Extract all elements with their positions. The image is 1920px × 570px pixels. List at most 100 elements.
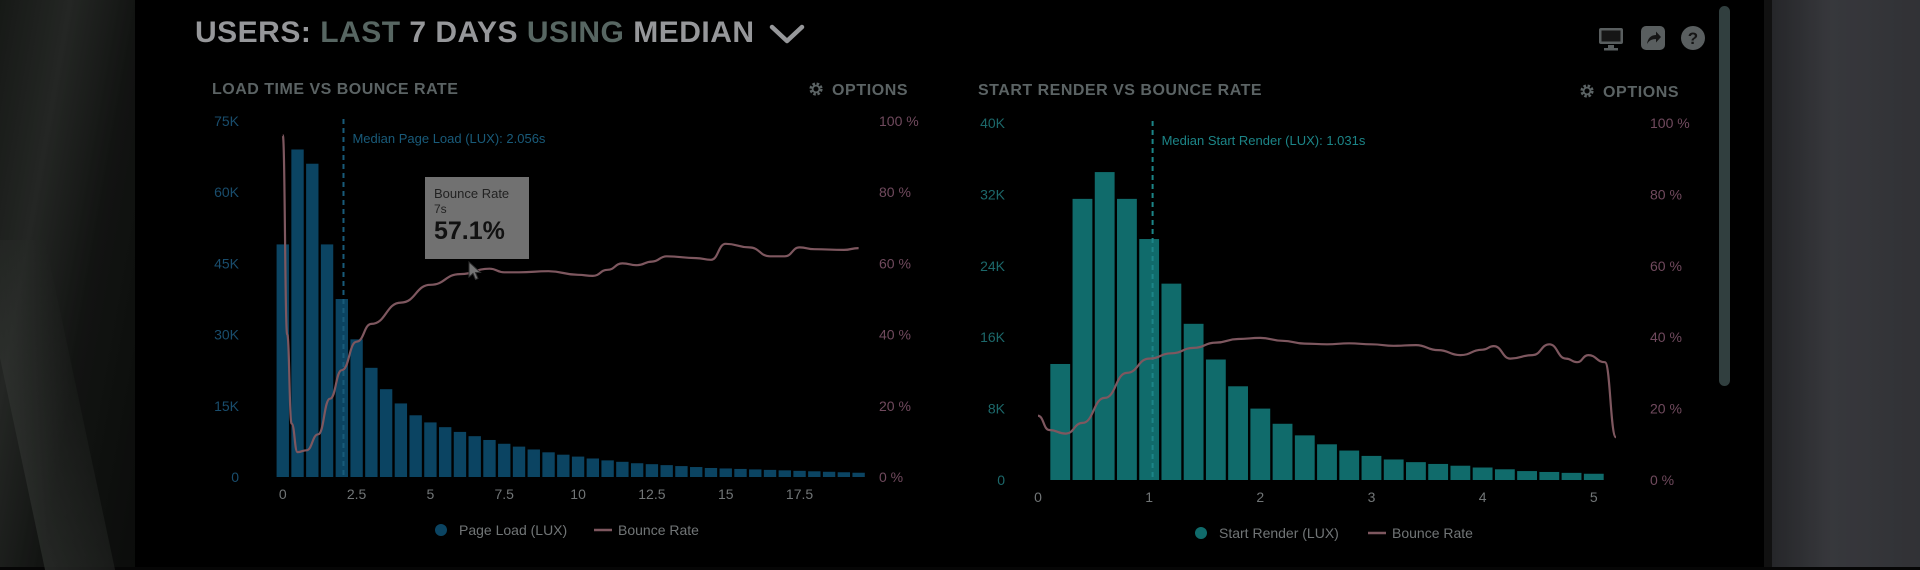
chart1-bar[interactable] [601,460,614,477]
chart1-bar[interactable] [483,439,496,477]
chart2-x-tick: 1 [1145,489,1153,505]
chart2-bar[interactable] [1205,359,1226,480]
chart2-y-right-tick: 80 % [1650,186,1682,202]
chart1-y-left-tick: 0 [231,469,239,485]
chart2-bar[interactable] [1050,363,1071,480]
chart2-bar[interactable] [1561,472,1582,480]
chart1-bar[interactable] [557,454,570,477]
chart2-bar[interactable] [1472,467,1493,480]
chart1-bar[interactable] [527,449,540,477]
chart1-bar[interactable] [645,464,659,477]
scrollbar-thumb[interactable] [1719,6,1730,386]
chart1-bar[interactable] [704,467,718,477]
chart1-bar[interactable] [571,456,585,477]
chart2-bar[interactable] [1339,450,1360,480]
chart2-y-left-tick: 16K [980,329,1006,345]
chart2-bar[interactable] [1383,459,1404,480]
chart2-title: START RENDER VS BOUNCE RATE [978,82,1263,99]
chart2-bar[interactable] [1294,435,1315,480]
chart1-bar[interactable] [365,367,378,477]
chart1-y-left-tick: 45K [214,255,240,271]
chart1-options-button[interactable]: OPTIONS [808,81,908,100]
chart2-bar[interactable] [1094,172,1115,480]
tooltip-x: 7s [434,202,447,216]
chart1-bar[interactable] [453,431,467,477]
chart2-bar[interactable] [1117,198,1137,481]
background-left-plant [0,0,135,567]
chart2-bar[interactable] [1161,283,1182,480]
chart1-bar[interactable] [719,468,732,477]
chart1-bar[interactable] [749,469,762,477]
chart1-bar[interactable] [291,149,304,478]
chart2-y-right-tick: 20 % [1650,401,1682,417]
chart1-bar[interactable] [542,452,555,477]
chart1-bar[interactable] [808,471,821,477]
chart2-options-label: OPTIONS [1603,84,1680,101]
chart1-bar[interactable] [424,422,437,477]
chart2-x-tick: 0 [1034,489,1042,505]
title-metric-selector[interactable]: MEDIAN [633,16,755,49]
chart1-bar[interactable] [350,339,363,477]
chart1-legend-line[interactable]: Bounce Rate [618,522,699,538]
chart1-bar[interactable] [586,458,600,477]
chart1-bar[interactable] [822,471,836,477]
help-icon[interactable]: ? [1680,25,1706,55]
chart1-bar[interactable] [616,461,629,477]
chart1-bar[interactable] [498,443,511,477]
chart2-bar[interactable] [1539,471,1560,480]
chart1-bar[interactable] [793,470,806,477]
chart2-bar[interactable] [1272,423,1293,480]
chart1-bar[interactable] [630,463,644,477]
chart1-bar[interactable] [306,163,319,477]
chart2-bar[interactable] [1228,386,1248,480]
chart2-bar[interactable] [1450,465,1471,480]
chart1-y-right-tick: 100 % [879,113,919,129]
chart2-bar[interactable] [1072,198,1093,481]
chart1-bar[interactable] [379,389,393,477]
chart2-y-left-tick: 0 [997,472,1005,488]
title-last: LAST [320,16,401,49]
chart1-bar[interactable] [409,415,422,477]
page-title[interactable]: USERS: LAST 7 DAYS USING MEDIAN [195,16,805,50]
share-icon[interactable] [1640,25,1666,55]
chart1-bar[interactable] [852,472,865,477]
chart2-bar[interactable] [1517,471,1537,480]
chart1-legend-bar-swatch [435,524,447,536]
title-period-selector[interactable]: 7 DAYS [409,16,518,49]
chart1-bar[interactable] [778,470,791,477]
chart2-y-left-tick: 24K [980,258,1006,274]
chart1-bar[interactable] [512,446,526,477]
chart1-bar[interactable] [675,466,688,477]
chart2-bar[interactable] [1361,455,1382,480]
chart2-y-right-tick: 60 % [1650,258,1682,274]
chart2-bar[interactable] [1494,469,1515,480]
chart2-bar[interactable] [1317,444,1337,480]
chart2-bar[interactable] [1406,462,1426,480]
chart2-legend-line[interactable]: Bounce Rate [1392,525,1473,541]
chart1-bar[interactable] [335,299,349,477]
monitor-bezel [1764,0,1774,567]
chart2-options-button[interactable]: OPTIONS [1579,83,1679,102]
chart2-bounce-rate-line[interactable] [1037,336,1618,439]
chart2-legend-bars[interactable]: Start Render (LUX) [1219,525,1339,541]
chart1-bar[interactable] [394,403,408,477]
chart2-bar[interactable] [1250,408,1271,480]
chart1-bar[interactable] [468,436,481,477]
chart1-bar[interactable] [734,468,747,477]
chart1-legend-bars[interactable]: Page Load (LUX) [459,522,567,538]
chart1-bar[interactable] [690,467,703,477]
chart2-bar[interactable] [1583,473,1604,480]
chart1-bar[interactable] [439,427,452,477]
chart1-bar[interactable] [763,469,777,477]
chart2-median-label: Median Start Render (LUX): 1.031s [1162,133,1366,148]
chart2-bar[interactable] [1428,463,1449,480]
chevron-down-icon[interactable] [769,23,805,45]
chart1-bounce-rate-line[interactable] [281,134,859,454]
chart1-bar[interactable] [660,465,673,477]
chart2-bar[interactable] [1183,323,1204,480]
chart2-x-tick: 4 [1479,489,1487,505]
chart1-bar[interactable] [837,472,851,477]
monitor-icon[interactable] [1598,26,1624,56]
